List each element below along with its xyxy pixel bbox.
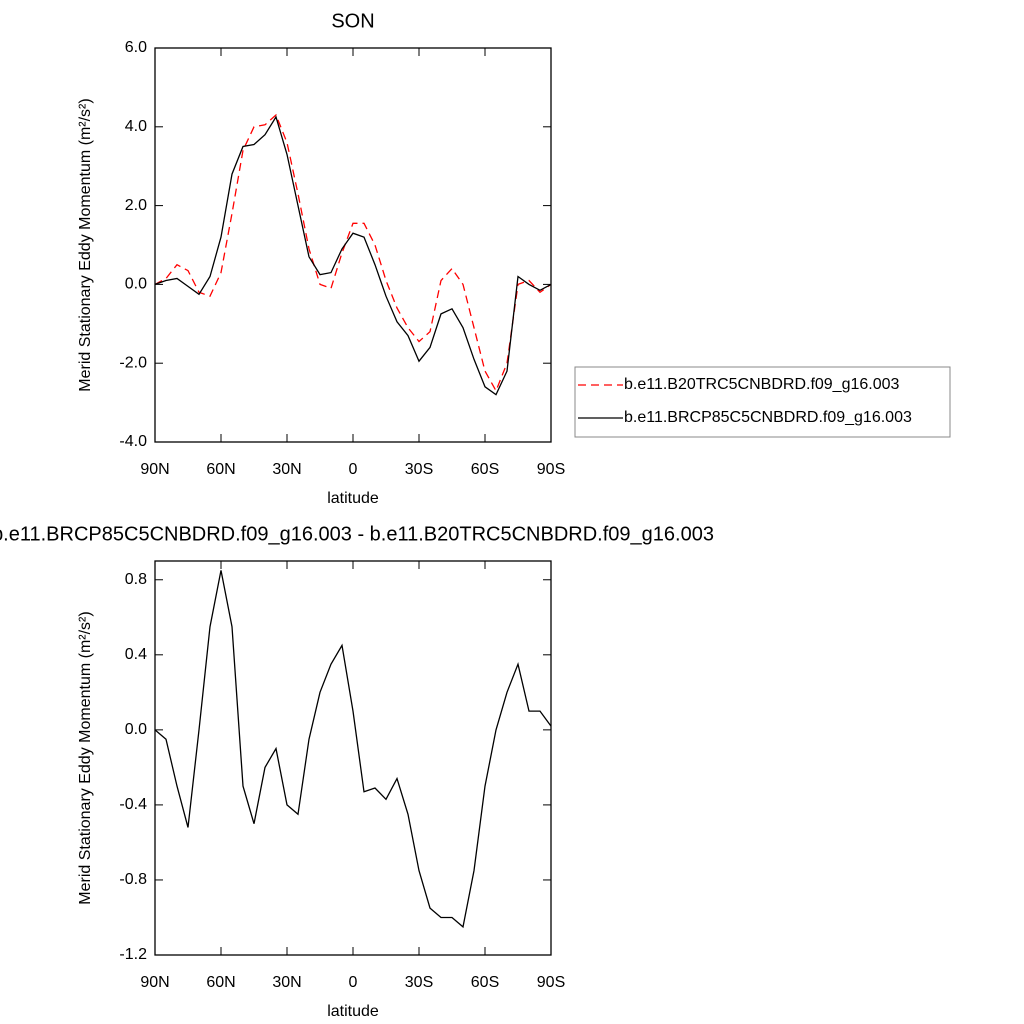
x-tick-label: 60N: [206, 461, 235, 478]
plot-frame: [154, 47, 552, 443]
legend-box: [574, 366, 951, 438]
x-axis-label: latitude: [327, 1003, 379, 1020]
y-tick-label: 0.0: [125, 721, 147, 738]
x-tick-label: 90N: [140, 974, 169, 991]
x-tick-label: 90N: [140, 461, 169, 478]
plot-frame: [154, 560, 552, 956]
x-tick-label: 90S: [537, 461, 565, 478]
x-tick-label: 0: [349, 461, 358, 478]
x-tick-label: 30S: [405, 461, 433, 478]
y-tick-label: 6.0: [125, 39, 147, 56]
y-axis-label: Merid Stationary Eddy Momentum (m²/s²): [77, 98, 94, 391]
y-tick-label: -4.0: [119, 433, 147, 450]
y-tick-label: -0.8: [119, 871, 147, 888]
y-tick-label: -1.2: [119, 946, 147, 963]
data-line: [154, 570, 552, 929]
x-tick-label: 30N: [272, 461, 301, 478]
x-tick-label: 30N: [272, 974, 301, 991]
y-tick-label: 0.4: [125, 646, 147, 663]
x-tick-label: 30S: [405, 974, 433, 991]
y-tick-label: 0.8: [125, 571, 147, 588]
legend-label: b.e11.B20TRC5CNBDRD.f09_g16.003: [624, 376, 900, 393]
y-tick-label: -2.0: [119, 354, 147, 371]
data-line: [154, 113, 552, 393]
y-axis-label: Merid Stationary Eddy Momentum (m²/s²): [77, 611, 94, 904]
x-tick-label: 0: [349, 974, 358, 991]
y-tick-label: -0.4: [119, 796, 147, 813]
x-tick-label: 60N: [206, 974, 235, 991]
x-axis-label: latitude: [327, 490, 379, 507]
chart-title: SON: [331, 10, 374, 32]
x-tick-label: 90S: [537, 974, 565, 991]
chart-title: b.e11.BRCP85C5CNBDRD.f09_g16.003 - b.e11…: [0, 523, 714, 545]
x-tick-label: 60S: [471, 974, 499, 991]
x-tick-label: 60S: [471, 461, 499, 478]
legend-label: b.e11.BRCP85C5CNBDRD.f09_g16.003: [624, 409, 912, 426]
y-tick-label: 2.0: [125, 197, 147, 214]
data-line: [154, 115, 552, 396]
y-tick-label: 0.0: [125, 276, 147, 293]
y-tick-label: 4.0: [125, 118, 147, 135]
